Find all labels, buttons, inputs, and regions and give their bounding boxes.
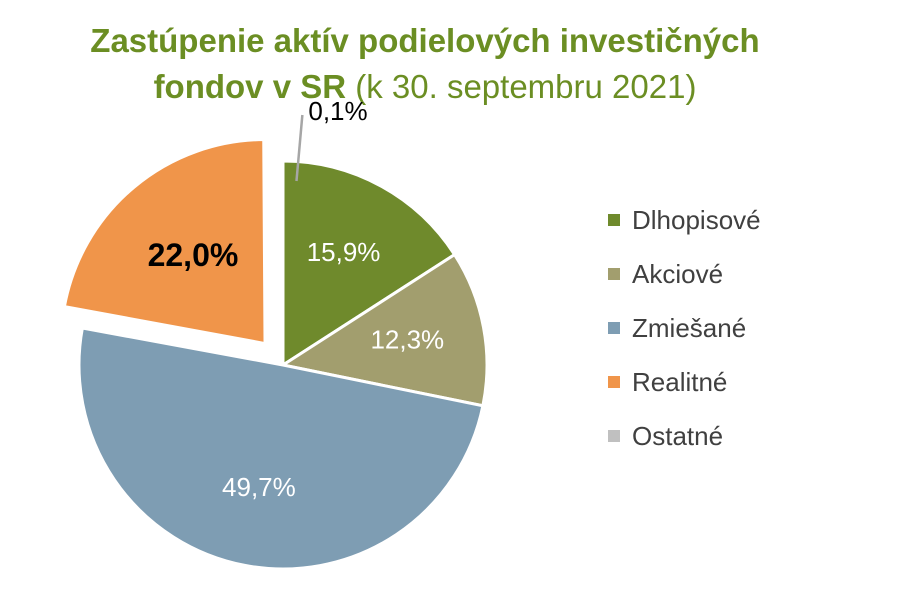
legend-label-akciove: Akciové [632, 258, 724, 289]
legend-item-ostatne: Ostatné [608, 409, 761, 463]
legend-label-dlhopisove: Dlhopisové [632, 204, 761, 235]
legend-swatch-zmiesane [608, 322, 620, 334]
legend-swatch-dlhopisove [608, 214, 620, 226]
data-label-dlhopisove: 15,9% [307, 237, 381, 267]
chart-title-main: Zastúpenie aktív podielových investičnýc… [90, 22, 760, 59]
legend-label-ostatne: Ostatné [632, 420, 724, 451]
pie-slice-realitne [62, 138, 267, 346]
legend-item-akciove: Akciové [608, 247, 761, 301]
chart-title: Zastúpenie aktív podielových investičnýc… [0, 18, 850, 110]
legend-item-zmiesane: Zmiešané [608, 301, 761, 355]
legend-label-realitne: Realitné [632, 366, 728, 397]
pie-slice-akciove [279, 252, 489, 408]
legend-swatch-ostatne [608, 430, 620, 442]
legend-swatch-akciove [608, 268, 620, 280]
pie-slice-zmiesane [77, 326, 485, 571]
pie-slice-dlhopisove [281, 159, 457, 368]
data-label-zmiesane: 49,7% [222, 472, 296, 502]
data-label-realitne: 22,0% [148, 237, 239, 273]
chart-title-suffix: fondov v SR [153, 68, 356, 105]
data-label-ostatne: 0,1% [308, 96, 367, 126]
data-label-akciove: 12,3% [370, 325, 444, 355]
legend-label-zmiesane: Zmiešané [632, 312, 747, 343]
chart-subtitle: (k 30. septembru 2021) [355, 68, 697, 105]
legend-item-realitne: Realitné [608, 355, 761, 409]
legend-item-dlhopisove: Dlhopisové [608, 193, 761, 247]
leader-line-ostatne [295, 114, 304, 182]
chart-legend: Dlhopisové Akciové Zmiešané Realitné Ostatné [608, 193, 761, 463]
legend-swatch-realitne [608, 376, 620, 388]
